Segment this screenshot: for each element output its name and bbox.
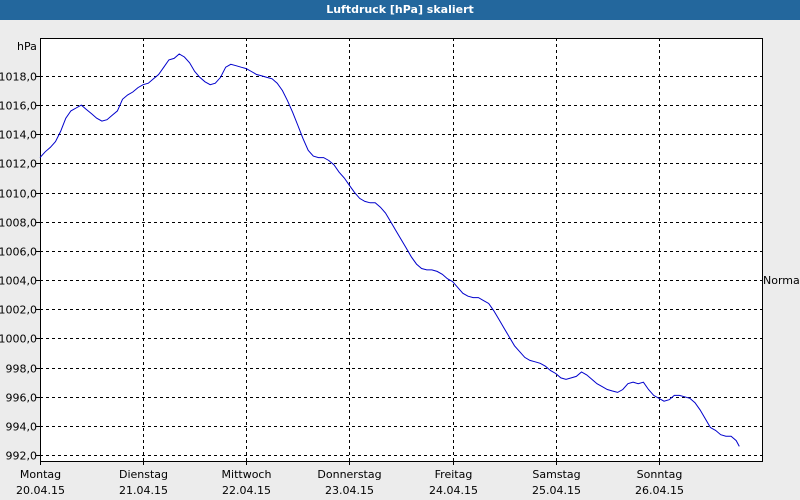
x-tick-day-label: Dienstag [119, 468, 168, 481]
series-line-luftdruck [39, 53, 740, 447]
y-tick-label: 1018,0 [0, 71, 37, 84]
y-axis-unit-label: hPa [17, 40, 37, 53]
plot-area [40, 38, 763, 462]
y-tick-label: 998,0 [6, 363, 38, 376]
x-tick-day-label: Sonntag [637, 468, 683, 481]
pressure-chart: 992,0 994,0 996,0 998,0 1000,0 1002,0 1004,0 10… [0, 38, 800, 497]
y-tick-label: 996,0 [6, 392, 38, 405]
y-tick-label: 994,0 [6, 421, 38, 434]
y-tick-label: 1012,0 [0, 158, 37, 171]
x-tick-day-label: Samstag [532, 468, 580, 481]
grid-lines [40, 38, 762, 461]
x-tick-date-label: 23.04.15 [325, 484, 374, 497]
x-tick-day-label: Montag [20, 468, 61, 481]
x-tick-date-label: 24.04.15 [429, 484, 478, 497]
x-tick-date-label: 22.04.15 [222, 484, 271, 497]
x-axis-ticks: Montag 20.04.15 Dienstag 21.04.15 Mittwoch 22… [16, 461, 684, 497]
y-tick-label: 1016,0 [0, 100, 37, 113]
x-tick-day-label: Freitag [435, 468, 473, 481]
y-tick-label: 1004,0 [0, 275, 37, 288]
y-tick-label: 1006,0 [0, 246, 37, 259]
y-tick-label: 1008,0 [0, 217, 37, 230]
x-tick-day-label: Mittwoch [222, 468, 272, 481]
x-tick-date-label: 26.04.15 [635, 484, 684, 497]
normal-reference-label: Normal [763, 274, 800, 287]
y-tick-label: 1010,0 [0, 188, 37, 201]
y-tick-label: 1014,0 [0, 129, 37, 142]
x-tick-date-label: 25.04.15 [532, 484, 581, 497]
x-tick-date-label: 20.04.15 [16, 484, 65, 497]
y-tick-label: 1000,0 [0, 333, 37, 346]
x-tick-day-label: Donnerstag [317, 468, 381, 481]
y-axis-ticks: 992,0 994,0 996,0 998,0 1000,0 1002,0 1004,0 10… [0, 71, 40, 463]
window-title: Luftdruck [hPa] skaliert [0, 0, 800, 20]
y-tick-label: 1002,0 [0, 304, 37, 317]
x-tick-date-label: 21.04.15 [119, 484, 168, 497]
y-tick-label: 992,0 [6, 450, 38, 463]
